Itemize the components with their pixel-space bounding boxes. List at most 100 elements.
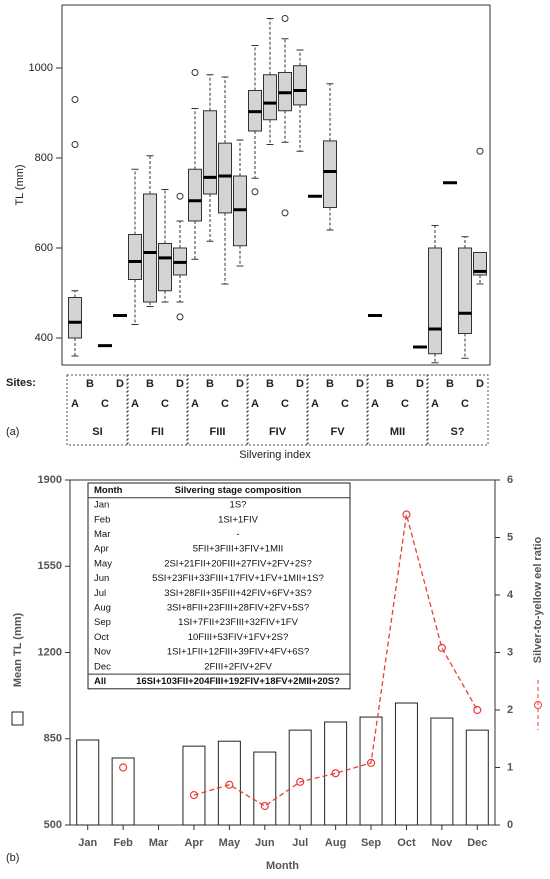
bar: [217, 740, 241, 826]
box: [263, 74, 277, 121]
bar: [253, 751, 277, 826]
bar: [324, 721, 348, 826]
site-label: C: [161, 398, 169, 410]
box: [128, 234, 142, 280]
bar: [430, 717, 454, 826]
group-box: [126, 374, 189, 446]
site-label: A: [131, 398, 139, 410]
point: [473, 705, 482, 715]
x-tick-label: Mar: [149, 837, 169, 849]
table-cell: -: [236, 529, 239, 540]
legend-label: Silver-to-yellow eel ratio: [532, 536, 544, 663]
table-header: Month: [94, 485, 123, 496]
site-label: D: [116, 378, 124, 390]
group-box: [366, 374, 429, 446]
table-cell: 1S?: [230, 500, 247, 511]
table-cell: 2SI+21FII+20FIII+27FIV+2FV+2S?: [164, 558, 312, 569]
box: [428, 247, 442, 355]
x-tick-label: Jun: [255, 837, 275, 849]
y-tick-label: 800: [35, 152, 53, 164]
y-tick-label: 500: [44, 819, 62, 831]
table-cell: 1SI+1FIV: [218, 514, 259, 525]
y-tick-label: 600: [35, 242, 53, 254]
table-cell: May: [94, 558, 112, 569]
site-label: B: [146, 378, 154, 390]
panel-a: 400 600 800 1000 TL (mm) Sites: (a) Silvering i…: [6, 4, 491, 461]
table-cell: All: [94, 676, 106, 687]
outlier: [176, 192, 184, 200]
site-label: D: [476, 378, 484, 390]
x-axis-label: Silvering index: [239, 449, 311, 461]
group-label: FII: [151, 426, 164, 438]
y-axis-label: TL (mm): [14, 164, 26, 205]
bar: [465, 729, 489, 826]
group-label: FIV: [269, 426, 287, 438]
box: [218, 142, 232, 214]
site-label: B: [266, 378, 274, 390]
y2-tick-label: 2: [507, 704, 513, 716]
legend-point-icon: [534, 701, 542, 709]
table-cell: Nov: [94, 647, 111, 658]
group-box: [66, 374, 129, 446]
box: [68, 297, 82, 339]
x-tick-label: Dec: [467, 837, 487, 849]
plot-frame: [61, 4, 491, 366]
site-label: B: [446, 378, 454, 390]
box: [458, 247, 472, 334]
point: [331, 769, 340, 778]
table-cell: Dec: [94, 661, 111, 672]
site-label: C: [101, 398, 109, 410]
table-cell: 1SI+7FII+23FIII+32FIV+1FV: [178, 617, 299, 628]
table-cell: 1SI+1FII+12FIII+39FIV+4FV+6S?: [167, 647, 309, 658]
x-tick-label: Jul: [292, 837, 308, 849]
table-cell: Sep: [94, 617, 111, 628]
table-cell: 16SI+103FII+204FIII+192FIV+18FV+2MII+20S…: [136, 676, 340, 687]
site-label: B: [206, 378, 214, 390]
y2-tick-label: 6: [507, 474, 513, 486]
site-label: C: [281, 398, 289, 410]
table-cell: Mar: [94, 529, 110, 540]
site-label: A: [431, 398, 439, 410]
table-header: Silvering stage composition: [175, 485, 302, 496]
x-tick-label: Oct: [397, 837, 416, 849]
point: [402, 510, 411, 519]
site-label: D: [236, 378, 244, 390]
y-tick-label: 1550: [38, 560, 62, 572]
point: [296, 777, 305, 786]
bar: [111, 757, 135, 826]
site-label: D: [176, 378, 184, 390]
outlier: [251, 188, 259, 196]
site-label: A: [251, 398, 259, 410]
panel-b: 500 850 1200 1550 1900 0 1 2 3 4 5 6 Jan Feb Mar Apr May…: [6, 474, 544, 872]
box: [473, 252, 487, 276]
outlier: [476, 147, 484, 155]
point: [260, 801, 269, 811]
legend-label: Mean TL (mm): [12, 612, 24, 687]
point: [437, 643, 446, 653]
y-tick-label: 850: [44, 733, 62, 745]
table-cell: Aug: [94, 602, 111, 613]
y-tick-label: 1000: [29, 62, 53, 74]
box: [323, 140, 337, 208]
sites-label: Sites:: [6, 377, 36, 389]
site-label: C: [461, 398, 469, 410]
x-tick-label: Aug: [325, 837, 346, 849]
site-label: A: [71, 398, 79, 410]
site-label: C: [221, 398, 229, 410]
outlier: [71, 96, 79, 103]
group-box: [186, 374, 249, 446]
table-cell: Feb: [94, 514, 110, 525]
site-label: A: [311, 398, 319, 410]
outlier: [71, 141, 79, 148]
point: [119, 763, 128, 772]
site-label: D: [416, 378, 424, 390]
panel-label: (a): [6, 426, 19, 438]
table-cell: 10FIII+53FIV+1FV+2S?: [188, 632, 289, 643]
group-label: FV: [330, 426, 345, 438]
x-tick-label: Feb: [113, 837, 133, 849]
group-label: S?: [450, 426, 464, 438]
table-cell: 3SI+8FII+23FIII+28FIV+2FV+5S?: [167, 602, 309, 613]
outlier: [281, 209, 289, 217]
table-cell: 5SI+23FII+33FIII+17FIV+1FV+1MII+1S?: [152, 573, 324, 584]
